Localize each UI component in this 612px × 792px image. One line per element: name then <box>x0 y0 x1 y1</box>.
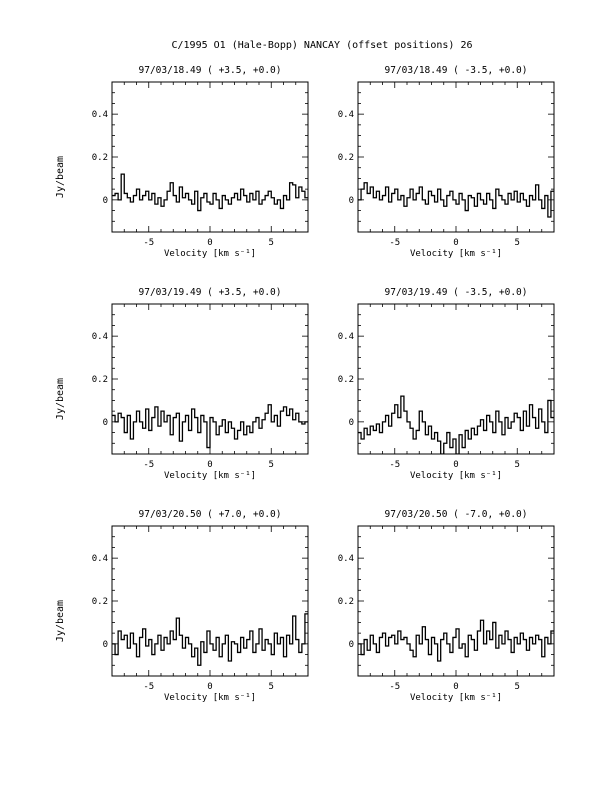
x-axis-label: Velocity [km s⁻¹] <box>410 471 502 481</box>
y-tick-label: 0 <box>103 418 108 428</box>
x-tick-label: 5 <box>515 238 520 248</box>
tick-marks <box>357 525 555 676</box>
x-tick-label: 5 <box>269 460 274 470</box>
spectrum-line <box>358 395 554 454</box>
y-tick-label: 0.2 <box>338 153 354 163</box>
x-tick-label: 5 <box>515 460 520 470</box>
plot-frame <box>111 81 309 233</box>
y-tick-label: 0 <box>349 640 354 650</box>
spectrum-panel-4: -5 0 5 0 0.2 0.4 97/03/19.49 ( -3.5, +0.0) Velo… <box>338 287 555 481</box>
y-tick-label: 0.4 <box>338 554 354 564</box>
y-axis-label: Jy/beam <box>55 600 66 642</box>
x-tick-label: 5 <box>515 682 520 692</box>
tick-marks <box>111 81 309 232</box>
panel-title: 97/03/19.49 ( -3.5, +0.0) <box>385 287 528 298</box>
plot-frame <box>357 81 555 233</box>
y-tick-label: 0.4 <box>92 332 108 342</box>
x-tick-label: 0 <box>453 682 458 692</box>
y-tick-label: 0.2 <box>92 597 108 607</box>
x-tick-label: -5 <box>143 682 154 692</box>
panel-title: 97/03/19.49 ( +3.5, +0.0) <box>139 287 282 298</box>
x-tick-label: 5 <box>269 238 274 248</box>
panels: -5 0 5 0 0.2 0.4 97/03/18.49 ( +3.5, +0.0) Velo… <box>55 65 555 703</box>
spectrum-panel-6: -5 0 5 0 0.2 0.4 97/03/20.50 ( -7.0, +0.0) Velo… <box>338 509 555 703</box>
y-tick-label: 0.2 <box>338 375 354 385</box>
panel-title: 97/03/20.50 ( +7.0, +0.0) <box>139 509 282 520</box>
x-tick-label: 5 <box>269 682 274 692</box>
x-tick-label: -5 <box>389 682 400 692</box>
x-tick-label: 0 <box>453 460 458 470</box>
y-tick-label: 0 <box>349 418 354 428</box>
y-tick-label: 0 <box>103 196 108 206</box>
plot-frame <box>357 303 555 455</box>
x-tick-label: 0 <box>207 238 212 248</box>
x-axis-label: Velocity [km s⁻¹] <box>164 471 256 481</box>
panel-title: 97/03/18.49 ( -3.5, +0.0) <box>385 65 528 76</box>
tick-marks <box>357 303 555 454</box>
y-axis-label: Jy/beam <box>55 378 66 420</box>
y-axis-label: Jy/beam <box>55 156 66 198</box>
y-tick-label: 0.4 <box>338 110 354 120</box>
x-axis-label: Velocity [km s⁻¹] <box>164 249 256 259</box>
plot-frame <box>111 525 309 677</box>
x-tick-label: -5 <box>389 460 400 470</box>
x-axis-label: Velocity [km s⁻¹] <box>410 693 502 703</box>
tick-marks <box>357 81 555 232</box>
panel-title: 97/03/20.50 ( -7.0, +0.0) <box>385 509 528 520</box>
y-tick-label: 0 <box>349 196 354 206</box>
x-axis-label: Velocity [km s⁻¹] <box>410 249 502 259</box>
spectrum-panel-5: -5 0 5 0 0.2 0.4 97/03/20.50 ( +7.0, +0.0) Velo… <box>55 509 309 703</box>
x-tick-label: -5 <box>389 238 400 248</box>
tick-marks <box>111 525 309 676</box>
x-tick-label: 0 <box>207 460 212 470</box>
spectrum-line <box>112 404 308 449</box>
tick-marks <box>111 303 309 454</box>
spectrum-panel-2: -5 0 5 0 0.2 0.4 97/03/18.49 ( -3.5, +0.0) Velo… <box>338 65 555 259</box>
y-tick-label: 0.2 <box>92 375 108 385</box>
spectrum-line <box>112 173 308 212</box>
panel-title: 97/03/18.49 ( +3.5, +0.0) <box>139 65 282 76</box>
spectrum-line <box>358 619 554 662</box>
y-tick-label: 0.2 <box>338 597 354 607</box>
spectrum-panel-3: -5 0 5 0 0.2 0.4 97/03/19.49 ( +3.5, +0.0) Velo… <box>55 287 309 481</box>
x-tick-label: 0 <box>453 238 458 248</box>
spectrum-line <box>358 182 554 218</box>
y-tick-label: 0.4 <box>92 554 108 564</box>
x-tick-label: -5 <box>143 460 154 470</box>
spectrum-line <box>112 613 308 666</box>
x-tick-label: 0 <box>207 682 212 692</box>
x-tick-label: -5 <box>143 238 154 248</box>
x-axis-label: Velocity [km s⁻¹] <box>164 693 256 703</box>
y-tick-label: 0.2 <box>92 153 108 163</box>
y-tick-label: 0.4 <box>92 110 108 120</box>
y-tick-label: 0.4 <box>338 332 354 342</box>
page-title: C/1995 O1 (Hale-Bopp) NANCAY (offset pos… <box>171 40 472 51</box>
plot-frame <box>357 525 555 677</box>
spectrum-panel-1: -5 0 5 0 0.2 0.4 97/03/18.49 ( +3.5, +0.0) Velo… <box>55 65 309 259</box>
y-tick-label: 0 <box>103 640 108 650</box>
